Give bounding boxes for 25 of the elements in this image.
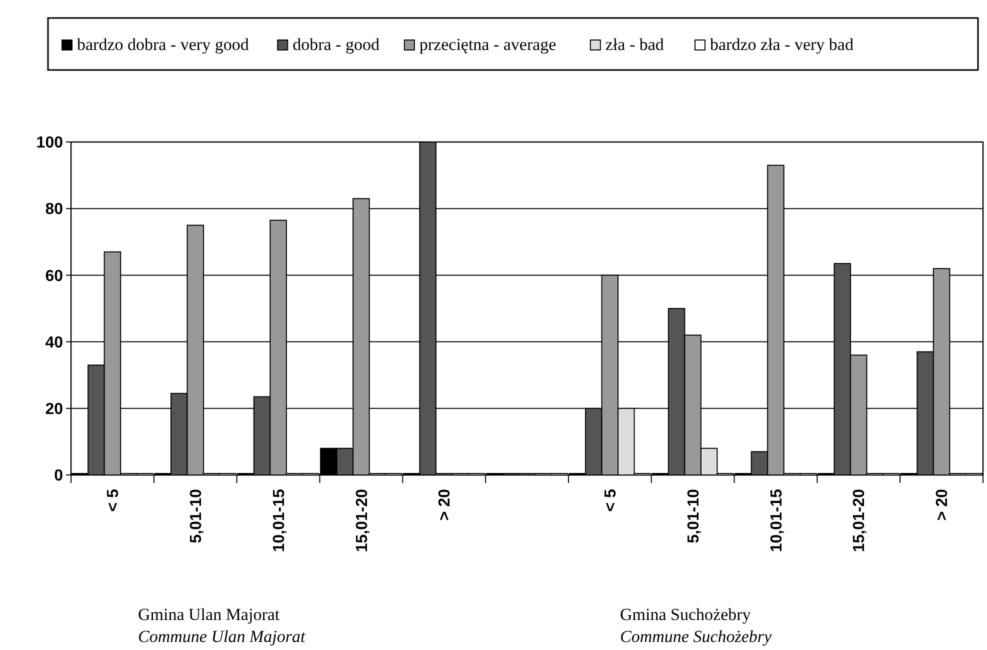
x-tick-label: > 20 [436,488,454,521]
legend-label: bardzo dobra - very good [77,35,250,54]
y-tick-label: 40 [45,334,64,352]
x-tick-label: 15,01-20 [354,488,371,552]
legend-label: przeciętna - average [419,35,556,54]
text: Gmina Suchożebry [620,605,752,624]
y-tick-label: 60 [45,268,64,285]
y-tick-label: 20 [45,401,64,418]
x-tick-label: 15,01-20 [851,488,868,552]
y-tick-label: 0 [54,468,64,485]
y-tick-label: 100 [36,134,64,152]
text: Commune Suchożebry [620,627,772,646]
x-tick-label: < 5 [602,488,620,512]
x-tick-label: < 5 [105,488,122,512]
x-tick-label: 10,01-15 [768,488,786,552]
legend-label: dobra - good [292,35,380,54]
legend-label: zła - bad [605,35,664,54]
legend-label: bardzo zła - very bad [710,35,854,54]
y-tick-label: 80 [45,201,64,218]
x-tick-label: 5,01-10 [188,488,205,544]
x-tick-label: > 20 [934,488,952,521]
text: Commune Ulan Majorat [138,627,306,646]
x-tick-label: 5,01-10 [685,488,702,544]
x-tick-label: 10,01-15 [270,488,288,552]
text: Gmina Ulan Majorat [138,605,280,624]
